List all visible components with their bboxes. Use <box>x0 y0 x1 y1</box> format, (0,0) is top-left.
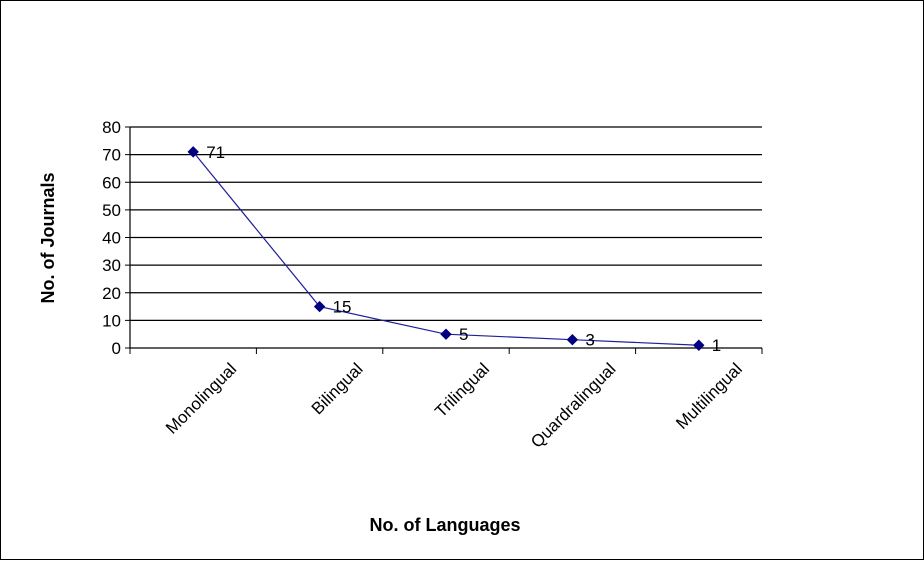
y-tick-label: 10 <box>102 311 121 330</box>
x-tick-labels: Monolingual Bilingual Trilingual Quardralin… <box>162 359 746 451</box>
series-line <box>192 151 699 346</box>
data-label-trilingual: 5 <box>459 325 468 344</box>
data-point-trilingual <box>440 328 452 340</box>
data-point-monolingual <box>187 146 199 158</box>
x-axis-title: No. of Languages <box>369 515 520 535</box>
data-point-bilingual <box>313 300 326 313</box>
data-labels: 71 15 5 3 1 <box>206 143 721 355</box>
y-tick-label: 30 <box>102 256 121 275</box>
data-label-multilingual: 1 <box>712 336 721 355</box>
data-point-multilingual <box>693 339 705 351</box>
x-tick-label-bilingual: Bilingual <box>308 359 367 418</box>
data-label-quardralingual: 3 <box>585 331 594 350</box>
x-tick-label-quardralingual: Quardralingual <box>527 359 619 451</box>
data-point-quardralingual <box>566 334 579 346</box>
x-tick-label-trilingual: Trilingual <box>431 359 493 421</box>
data-label-monolingual: 71 <box>206 143 225 162</box>
series-layer <box>187 146 705 351</box>
data-label-bilingual: 15 <box>333 298 352 317</box>
y-tick-labels: 0 10 20 30 40 50 60 70 80 <box>102 118 121 358</box>
y-tick-label: 50 <box>102 201 121 220</box>
y-tick-label: 60 <box>102 173 121 192</box>
x-tick-label-multilingual: Multilingual <box>672 359 746 433</box>
gridlines <box>130 126 762 321</box>
y-tick-label: 0 <box>112 339 121 358</box>
y-tick-label: 20 <box>102 284 121 303</box>
axes <box>125 126 763 354</box>
y-tick-label: 70 <box>102 146 121 165</box>
y-axis-title: No. of Journals <box>38 172 58 303</box>
x-tick-label-monolingual: Monolingual <box>162 359 240 437</box>
y-tick-label: 80 <box>102 118 121 137</box>
y-tick-label: 40 <box>102 229 121 248</box>
